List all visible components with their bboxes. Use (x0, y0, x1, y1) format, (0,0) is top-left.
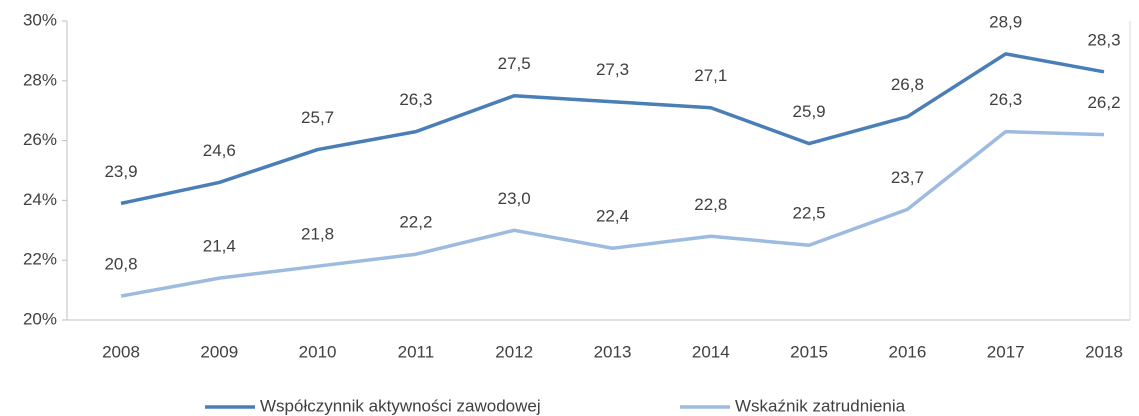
line-series (120, 52, 1105, 206)
data-label: 27,1 (694, 66, 727, 85)
x-tick-label: 2015 (790, 342, 828, 361)
data-label: 24,6 (203, 141, 236, 160)
x-tick-label: 2012 (495, 342, 533, 361)
data-label: 28,3 (1087, 30, 1120, 49)
data-label: 22,5 (793, 204, 826, 223)
y-tick-label: 28% (23, 70, 57, 89)
data-label: 20,8 (104, 255, 137, 274)
data-label: 22,2 (399, 213, 432, 232)
data-label: 21,4 (203, 237, 236, 256)
x-tick-label: 2016 (888, 342, 926, 361)
data-label: 25,7 (301, 108, 334, 127)
data-label: 26,2 (1087, 93, 1120, 112)
data-label: 22,8 (694, 195, 727, 214)
x-tick-label: 2008 (102, 342, 140, 361)
data-label: 23,0 (498, 189, 531, 208)
x-tick-label: 2011 (398, 342, 435, 361)
line-series (120, 129, 1105, 298)
data-label: 26,8 (891, 75, 924, 94)
data-label: 23,9 (104, 162, 137, 181)
y-tick-label: 24% (23, 190, 57, 209)
y-tick-label: 22% (23, 250, 57, 269)
x-tick-label: 2014 (692, 342, 730, 361)
data-label: 25,9 (793, 102, 826, 121)
data-label: 27,5 (498, 54, 531, 73)
x-tick-label: 2010 (299, 342, 337, 361)
data-label: 27,3 (596, 60, 629, 79)
data-label: 26,3 (399, 90, 432, 109)
x-tick-label: 2013 (594, 342, 632, 361)
data-label: 21,8 (301, 225, 334, 244)
y-tick-label: 30% (23, 10, 57, 29)
y-tick-label: 26% (23, 130, 57, 149)
x-tick-label: 2017 (987, 342, 1025, 361)
y-tick-label: 20% (23, 309, 57, 328)
legend-label: Współczynnik aktywności zawodowej (260, 396, 541, 415)
legend-label: Wskaźnik zatrudnienia (735, 396, 906, 415)
x-tick-label: 2018 (1085, 342, 1123, 361)
data-label: 28,9 (989, 12, 1022, 31)
data-label: 26,3 (989, 90, 1022, 109)
x-tick-label: 2009 (200, 342, 238, 361)
data-label: 22,4 (596, 207, 629, 226)
data-label: 23,7 (891, 168, 924, 187)
